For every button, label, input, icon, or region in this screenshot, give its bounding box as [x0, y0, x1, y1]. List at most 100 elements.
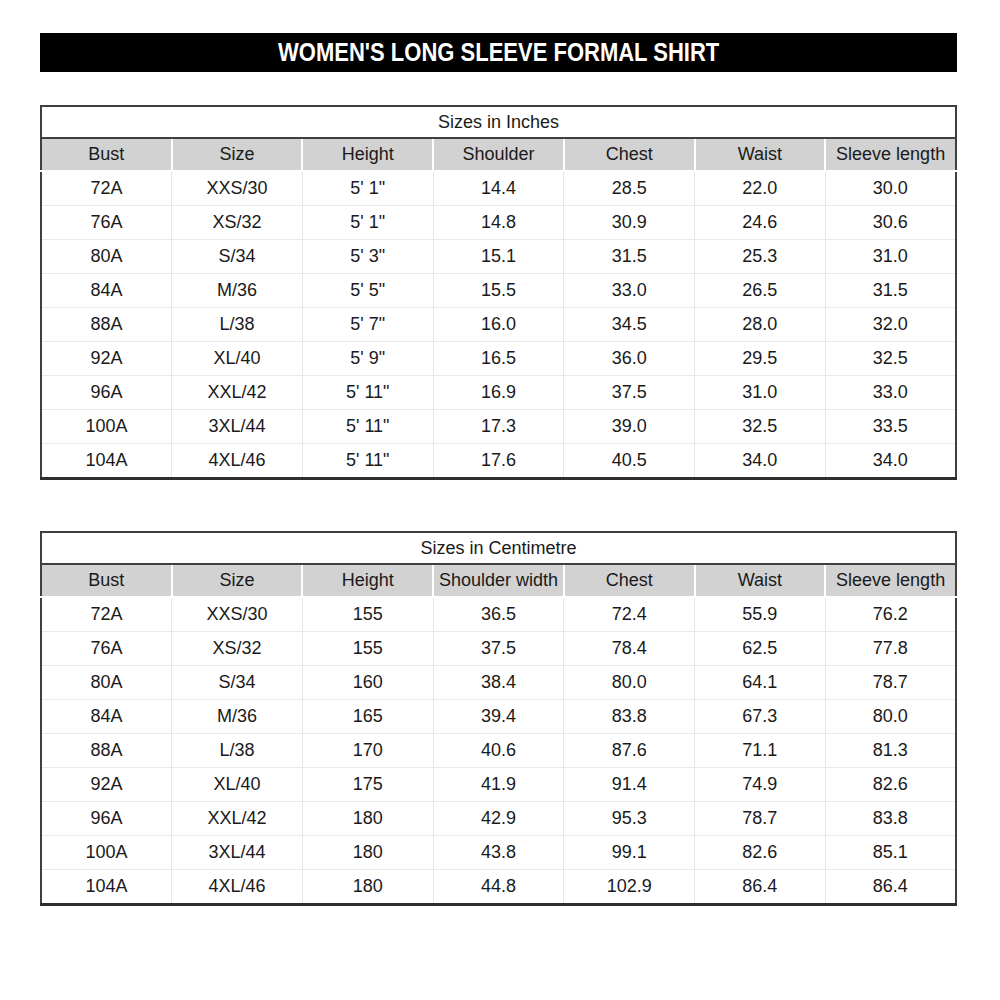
table-cell: 81.3 [825, 734, 956, 768]
table-row: 92AXL/4017541.991.474.982.6 [41, 768, 956, 802]
table-cell: 76A [41, 632, 172, 666]
table-cell: 180 [302, 802, 433, 836]
column-header: Sleeve length [825, 564, 956, 597]
table-cell: 83.8 [564, 700, 695, 734]
table-cell: 62.5 [695, 632, 826, 666]
table-cell: 67.3 [695, 700, 826, 734]
table-cell: 82.6 [825, 768, 956, 802]
table-cell: 5' 9" [302, 342, 433, 376]
column-header: Waist [695, 138, 826, 171]
table-cell: 80A [41, 666, 172, 700]
table-cell: 4XL/46 [172, 870, 303, 905]
table-cell: XS/32 [172, 206, 303, 240]
table-cell: 80.0 [564, 666, 695, 700]
table-cell: 165 [302, 700, 433, 734]
table-cell: 25.3 [695, 240, 826, 274]
table-row: 80AS/3416038.480.064.178.7 [41, 666, 956, 700]
table-cell: XXL/42 [172, 802, 303, 836]
table-cell: 86.4 [825, 870, 956, 905]
table-cell: 31.0 [825, 240, 956, 274]
table-row: 80AS/345' 3"15.131.525.331.0 [41, 240, 956, 274]
table-cell: 39.4 [433, 700, 564, 734]
table-row: 100A3XL/445' 11"17.339.032.533.5 [41, 410, 956, 444]
table-cell: 4XL/46 [172, 444, 303, 479]
table-cell: 37.5 [564, 376, 695, 410]
table-cell: 84A [41, 274, 172, 308]
table-cell: 180 [302, 836, 433, 870]
table-cell: 72A [41, 597, 172, 632]
column-header: Bust [41, 138, 172, 171]
table-cell: 76A [41, 206, 172, 240]
table-cell: 16.9 [433, 376, 564, 410]
table-header-row: BustSizeHeightShoulder widthChestWaistSl… [41, 564, 956, 597]
column-header: Size [172, 564, 303, 597]
table-cell: 86.4 [695, 870, 826, 905]
table-cell: 160 [302, 666, 433, 700]
table-cell: 33.0 [564, 274, 695, 308]
table-cell: 14.4 [433, 171, 564, 206]
table-cell: 100A [41, 410, 172, 444]
column-header: Waist [695, 564, 826, 597]
table-row: 96AXXL/4218042.995.378.783.8 [41, 802, 956, 836]
table-cell: 3XL/44 [172, 410, 303, 444]
table-cell: 72.4 [564, 597, 695, 632]
table-cell: 34.0 [695, 444, 826, 479]
table-cell: 5' 1" [302, 206, 433, 240]
table-cell: 37.5 [433, 632, 564, 666]
table-cell: 30.0 [825, 171, 956, 206]
table-cell: 5' 7" [302, 308, 433, 342]
table-caption-row: Sizes in Inches [41, 106, 956, 138]
column-header: Size [172, 138, 303, 171]
size-table-centimetre: Sizes in CentimetreBustSizeHeightShoulde… [40, 531, 957, 906]
table-cell: XL/40 [172, 342, 303, 376]
table-cell: 102.9 [564, 870, 695, 905]
table-cell: 80A [41, 240, 172, 274]
column-header: Sleeve length [825, 138, 956, 171]
table-cell: 80.0 [825, 700, 956, 734]
table-row: 72AXXS/305' 1"14.428.522.030.0 [41, 171, 956, 206]
table-cell: 34.5 [564, 308, 695, 342]
table-cell: 22.0 [695, 171, 826, 206]
table-cell: S/34 [172, 666, 303, 700]
table-cell: XXS/30 [172, 171, 303, 206]
table-cell: 71.1 [695, 734, 826, 768]
table-cell: 39.0 [564, 410, 695, 444]
table-cell: 155 [302, 632, 433, 666]
table-cell: 36.5 [433, 597, 564, 632]
table-cell: 74.9 [695, 768, 826, 802]
table-cell: 155 [302, 597, 433, 632]
table-cell: 15.5 [433, 274, 564, 308]
table-cell: 96A [41, 802, 172, 836]
table-cell: 78.4 [564, 632, 695, 666]
table-cell: 180 [302, 870, 433, 905]
table-cell: 36.0 [564, 342, 695, 376]
table-cell: 84A [41, 700, 172, 734]
table-cell: 5' 1" [302, 171, 433, 206]
table-cell: XS/32 [172, 632, 303, 666]
table-cell: 87.6 [564, 734, 695, 768]
size-table-inches: Sizes in InchesBustSizeHeightShoulderChe… [40, 105, 957, 480]
table-row: 104A4XL/465' 11"17.640.534.034.0 [41, 444, 956, 479]
table-cell: 44.8 [433, 870, 564, 905]
table-cell: 34.0 [825, 444, 956, 479]
table-cell: 33.0 [825, 376, 956, 410]
table-cell: 26.5 [695, 274, 826, 308]
table-cell: 14.8 [433, 206, 564, 240]
table-cell: 82.6 [695, 836, 826, 870]
table-cell: 30.6 [825, 206, 956, 240]
column-header: Chest [564, 564, 695, 597]
table-cell: 77.8 [825, 632, 956, 666]
table-row: 76AXS/3215537.578.462.577.8 [41, 632, 956, 666]
table-cell: 43.8 [433, 836, 564, 870]
table-cell: 100A [41, 836, 172, 870]
column-header: Height [302, 138, 433, 171]
table-cell: M/36 [172, 700, 303, 734]
column-header: Chest [564, 138, 695, 171]
table-row: 76AXS/325' 1"14.830.924.630.6 [41, 206, 956, 240]
column-header: Shoulder [433, 138, 564, 171]
column-header: Bust [41, 564, 172, 597]
table-cell: S/34 [172, 240, 303, 274]
table-cell: 88A [41, 308, 172, 342]
table-cell: 92A [41, 342, 172, 376]
table-cell: 16.5 [433, 342, 564, 376]
